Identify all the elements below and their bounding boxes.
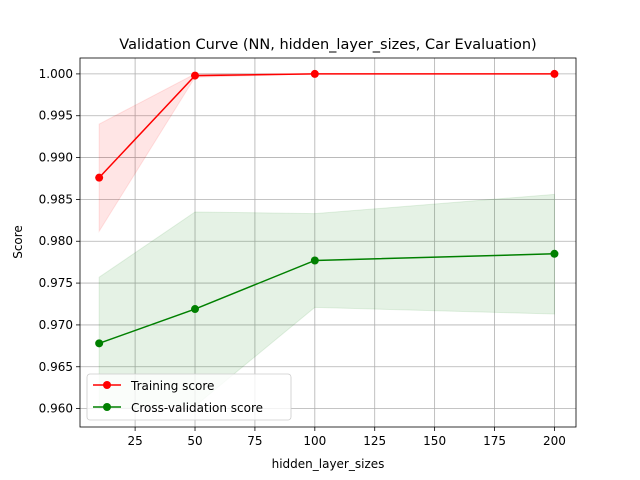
legend-label-cross-validation: Cross-validation score <box>131 401 263 415</box>
cross-validation-score-point <box>550 249 559 258</box>
x-axis-label: hidden_layer_sizes <box>272 457 385 471</box>
chart-title: Validation Curve (NN, hidden_layer_sizes… <box>119 37 536 53</box>
y-axis-ticks: 0.960 0.965 0.970 0.975 0.980 0.985 0.990 0.995… <box>39 67 80 416</box>
legend-marker-training <box>103 381 111 389</box>
cross-validation-score-point <box>95 339 104 348</box>
y-tick-label: 1.000 <box>39 67 73 81</box>
x-axis-ticks: 25 50 75 100 125 150 175 200 <box>127 427 566 448</box>
y-tick-label: 0.960 <box>39 402 73 416</box>
x-tick-label: 200 <box>543 434 566 448</box>
y-tick-label: 0.990 <box>39 151 73 165</box>
y-tick-label: 0.980 <box>39 234 73 248</box>
cross-validation-score-line <box>98 253 555 345</box>
x-tick-label: 25 <box>127 434 142 448</box>
series-points <box>95 69 559 348</box>
x-tick-label: 150 <box>423 434 446 448</box>
x-tick-label: 175 <box>483 434 506 448</box>
legend-label-training: Training score <box>130 379 214 393</box>
x-tick-label: 50 <box>187 434 202 448</box>
x-tick-label: 125 <box>363 434 386 448</box>
training-score-point <box>310 69 319 78</box>
series-lines <box>98 73 555 345</box>
x-tick-label: 100 <box>303 434 326 448</box>
cross-validation-score-point <box>191 305 200 314</box>
training-score-point <box>191 71 200 80</box>
cross-validation-score-point <box>310 256 319 265</box>
y-tick-label: 0.970 <box>39 318 73 332</box>
x-tick-label: 75 <box>247 434 262 448</box>
y-tick-label: 0.995 <box>39 109 73 123</box>
legend-marker-cross-validation <box>103 403 111 411</box>
plot-area <box>80 58 576 427</box>
y-tick-label: 0.975 <box>39 276 73 290</box>
y-tick-label: 0.965 <box>39 360 73 374</box>
training-score-line <box>98 73 555 179</box>
plot-frame <box>79 57 577 428</box>
legend: Training score Cross-validation score <box>86 373 292 421</box>
y-tick-label: 0.985 <box>39 192 73 206</box>
training-score-point <box>95 173 104 182</box>
legend-box <box>86 373 292 421</box>
training-score-point <box>550 69 559 78</box>
y-axis-label: Score <box>11 225 25 259</box>
